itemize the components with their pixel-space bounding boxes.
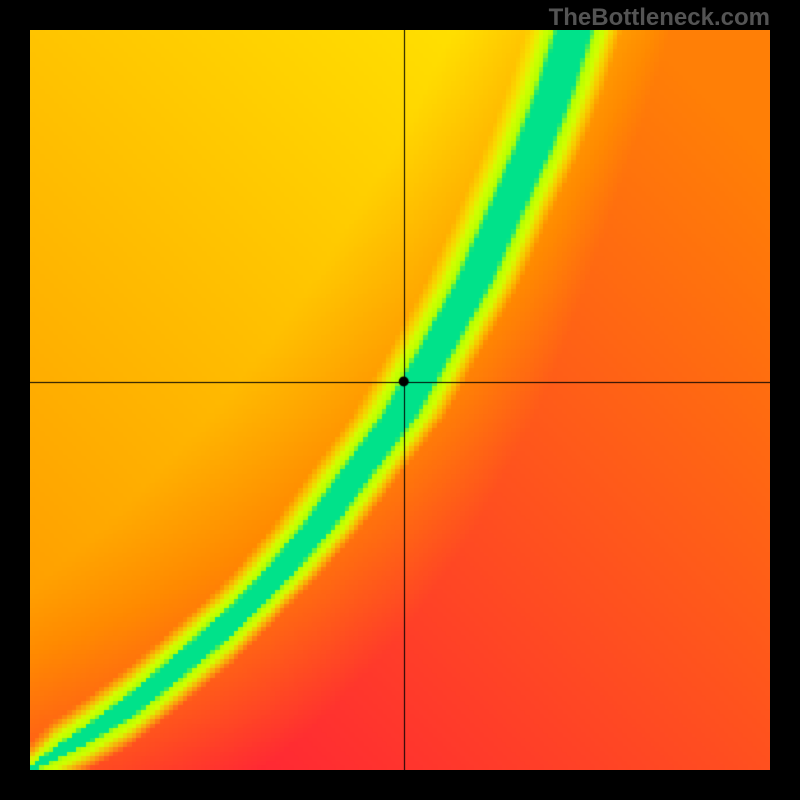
chart-frame: TheBottleneck.com bbox=[0, 0, 800, 800]
bottleneck-heatmap bbox=[30, 30, 770, 770]
watermark-text: TheBottleneck.com bbox=[549, 4, 770, 32]
